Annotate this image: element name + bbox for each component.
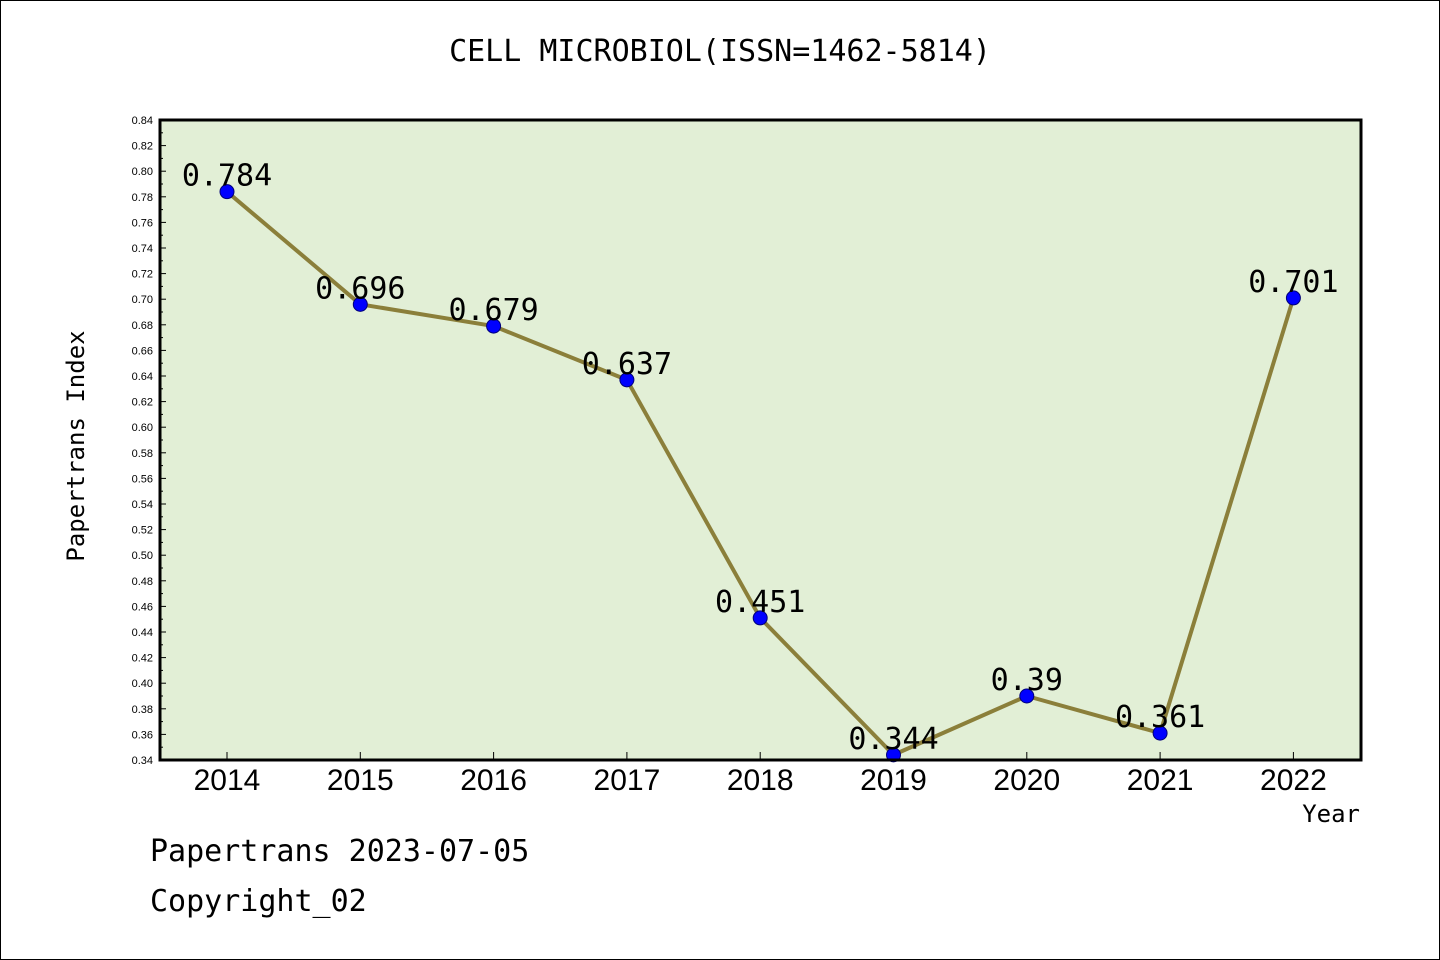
y-tick-label: 0.68 <box>132 320 153 332</box>
y-tick-label: 0.60 <box>132 422 153 434</box>
y-tick-label: 0.56 <box>132 473 153 485</box>
y-tick-label: 0.34 <box>132 755 153 767</box>
data-point <box>1019 688 1035 704</box>
y-tick-label: 0.72 <box>132 269 153 281</box>
footer-date: Papertrans 2023-07-05 <box>150 834 530 869</box>
y-tick-label: 0.78 <box>132 192 153 204</box>
data-label: 0.701 <box>1248 265 1338 300</box>
x-tick-label: 2015 <box>327 764 394 797</box>
y-tick-label: 0.62 <box>132 397 153 409</box>
y-axis-ticks: 0.34 0.36 0.38 0.40 0.42 0.44 0.46 0.48 0.50 0.52… <box>132 115 166 767</box>
x-tick-label: 2021 <box>1127 764 1194 797</box>
data-label: 0.637 <box>582 347 672 382</box>
x-tick-label: 2018 <box>727 764 794 797</box>
x-tick-label: 2016 <box>460 764 527 797</box>
x-tick-label: 2017 <box>594 764 661 797</box>
plot-area <box>160 120 1361 760</box>
data-label: 0.784 <box>182 159 272 194</box>
y-tick-label: 0.44 <box>132 627 153 639</box>
data-labels: 0.784 0.696 0.679 0.637 0.451 0.344 0.39 0.361 0… <box>182 159 1339 757</box>
data-label: 0.361 <box>1115 700 1205 735</box>
x-axis-label: Year <box>1302 800 1360 828</box>
y-tick-label: 0.66 <box>132 345 153 357</box>
y-tick-label: 0.54 <box>132 499 153 511</box>
footer-copyright: Copyright_02 <box>150 884 367 919</box>
data-label: 0.696 <box>315 271 405 306</box>
data-point <box>486 318 502 334</box>
data-label: 0.344 <box>848 722 938 757</box>
y-tick-label: 0.42 <box>132 653 153 665</box>
chart-title: CELL MICROBIOL(ISSN=1462-5814) <box>449 34 991 69</box>
data-point <box>1152 725 1168 741</box>
data-label: 0.679 <box>448 293 538 328</box>
y-tick-label: 0.40 <box>132 678 153 690</box>
x-tick-label: 2019 <box>860 764 927 797</box>
y-tick-label: 0.52 <box>132 525 153 537</box>
x-tick-label: 2014 <box>194 764 261 797</box>
data-label: 0.451 <box>715 585 805 620</box>
y-tick-label: 0.64 <box>132 371 153 383</box>
y-tick-label: 0.80 <box>132 166 153 178</box>
y-tick-label: 0.76 <box>132 217 153 229</box>
data-point <box>219 184 235 200</box>
data-label: 0.39 <box>991 663 1063 698</box>
y-tick-label: 0.82 <box>132 141 153 153</box>
data-point <box>752 610 768 626</box>
data-point <box>886 747 901 763</box>
y-tick-label: 0.36 <box>132 729 153 741</box>
x-tick-label: 2020 <box>993 764 1060 797</box>
x-axis-ticks: 2014 2015 2016 2017 2018 2019 2020 2021 2022 <box>194 752 1327 797</box>
plot-border <box>158 118 1363 762</box>
y-tick-label: 0.46 <box>132 601 153 613</box>
y-tick-label: 0.38 <box>132 704 153 716</box>
x-tick-label: 2022 <box>1260 764 1327 797</box>
data-point <box>1285 290 1301 306</box>
data-point <box>352 296 368 312</box>
y-tick-label: 0.84 <box>132 115 153 127</box>
data-points <box>219 184 1301 763</box>
y-tick-label: 0.50 <box>132 550 153 562</box>
y-tick-label: 0.58 <box>132 448 153 460</box>
data-point <box>619 372 635 388</box>
y-tick-label: 0.70 <box>132 294 153 306</box>
y-tick-label: 0.48 <box>132 576 153 588</box>
y-tick-label: 0.74 <box>132 243 153 255</box>
